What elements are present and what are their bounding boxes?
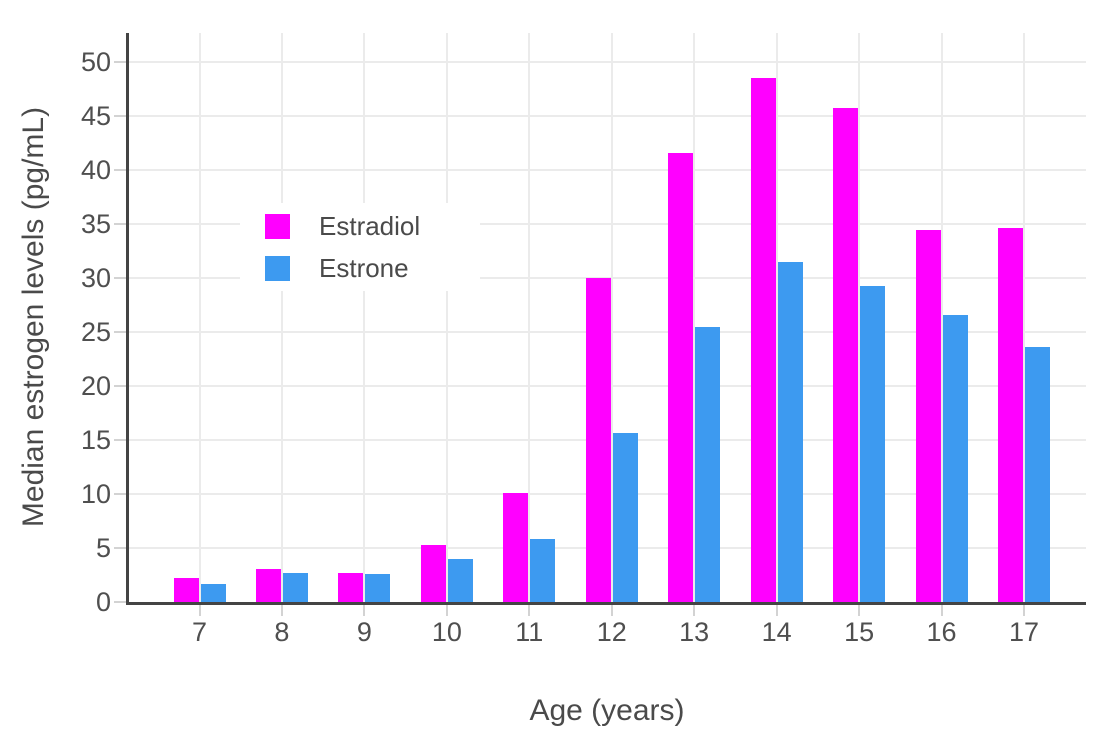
x-tick-mark-17	[1023, 605, 1025, 616]
bar-estrone-age-17	[1025, 347, 1050, 602]
gridline-x-10	[445, 33, 448, 602]
gridline-x-11	[528, 33, 531, 602]
bar-estradiol-age-15	[833, 107, 859, 602]
x-tick-label-15: 15	[844, 617, 875, 647]
bar-estradiol-age-17	[998, 228, 1023, 602]
bar-estrone-age-7	[200, 583, 226, 602]
legend-item-estradiol: Estradiol	[265, 209, 420, 243]
bar-estradiol-age-10	[420, 544, 446, 602]
y-tick-mark-0	[114, 601, 126, 603]
x-tick-mark-11	[528, 605, 531, 616]
plot-area: Estradiol Estrone	[126, 33, 1086, 605]
x-tick-mark-12	[610, 605, 613, 616]
x-tick-mark-16	[940, 605, 943, 616]
legend: Estradiol Estrone	[240, 203, 481, 291]
bar-estradiol-age-16	[915, 229, 941, 602]
bar-estradiol-age-14	[750, 78, 776, 602]
y-tick-label-20: 20	[80, 371, 111, 402]
y-tick-mark-45	[114, 115, 126, 118]
y-tick-mark-10	[114, 493, 126, 496]
y-tick-mark-15	[114, 439, 126, 442]
y-tick-label-40: 40	[80, 155, 111, 186]
bar-estrone-age-11	[530, 539, 556, 602]
x-tick-mark-9	[363, 605, 366, 616]
x-tick-mark-10	[445, 605, 448, 616]
legend-swatch-estradiol	[265, 213, 290, 239]
legend-label-estradiol: Estradiol	[319, 211, 421, 241]
y-tick-label-25: 25	[80, 317, 111, 348]
gridline-x-9	[363, 33, 366, 602]
bar-estrone-age-9	[365, 573, 391, 602]
x-tick-mark-14	[775, 605, 778, 616]
y-tick-label-5: 5	[95, 533, 111, 563]
bar-estrone-age-13	[695, 326, 721, 602]
bars	[129, 33, 1086, 602]
x-tick-label-12: 12	[596, 617, 627, 647]
y-tick-mark-50	[114, 61, 126, 64]
gridline-x-8	[280, 33, 283, 602]
legend-swatch-estrone	[265, 255, 290, 281]
y-tick-mark-35	[114, 223, 126, 226]
y-tick-mark-25	[114, 331, 126, 334]
x-tick-label-9: 9	[356, 617, 372, 647]
bar-estrone-age-8	[282, 572, 308, 602]
gridline-y-45	[129, 115, 1086, 118]
x-tick-label-11: 11	[515, 617, 544, 647]
y-tick-label-10: 10	[80, 479, 111, 510]
bar-estrone-age-10	[447, 558, 473, 602]
gridline-y-50	[129, 61, 1086, 64]
bar-estrone-age-12	[612, 432, 638, 602]
y-tick-label-50: 50	[80, 47, 111, 78]
x-tick-label-7: 7	[191, 617, 208, 647]
gridline-y-40	[129, 169, 1086, 172]
y-tick-mark-30	[114, 277, 126, 280]
y-tick-label-45: 45	[80, 101, 111, 132]
bar-estradiol-age-9	[338, 572, 364, 602]
x-tick-mark-15	[858, 605, 861, 616]
x-tick-label-10: 10	[431, 617, 462, 647]
y-tick-label-30: 30	[80, 263, 111, 294]
gridline-x-16	[940, 33, 943, 602]
x-tick-mark-13	[693, 605, 696, 616]
x-tick-label-17: 17	[1008, 617, 1040, 647]
bar-estradiol-age-11	[503, 492, 529, 602]
bar-estradiol-age-12	[585, 278, 611, 602]
legend-label-estrone: Estrone	[319, 253, 409, 283]
y-tick-label-35: 35	[80, 209, 111, 240]
x-tick-label-16: 16	[926, 617, 957, 647]
bar-estrone-age-16	[942, 314, 968, 602]
legend-item-estrone: Estrone	[265, 251, 420, 285]
y-tick-mark-20	[114, 385, 126, 388]
x-tick-mark-8	[280, 605, 283, 616]
gridline-x-15	[858, 33, 861, 602]
gridline-x-17	[1023, 33, 1025, 602]
gridline-x-13	[693, 33, 696, 602]
x-axis-title: Age (years)	[529, 694, 685, 727]
bar-estradiol-age-8	[255, 568, 281, 602]
x-tick-label-14: 14	[761, 617, 792, 647]
gridline-x-12	[610, 33, 613, 602]
y-tick-label-0: 0	[95, 587, 111, 617]
gridline-y-35	[129, 223, 1086, 226]
x-tick-mark-7	[198, 605, 201, 616]
bar-estradiol-age-13	[668, 152, 694, 602]
gridline-x-14	[775, 33, 778, 602]
y-tick-mark-40	[114, 169, 126, 172]
y-tick-mark-5	[114, 547, 126, 549]
bar-estradiol-age-7	[173, 578, 199, 602]
y-tick-label-15: 15	[80, 425, 111, 456]
x-tick-label-13: 13	[679, 617, 710, 647]
bar-estrone-age-15	[860, 285, 886, 602]
x-tick-label-8: 8	[274, 617, 290, 647]
gridline-x-7	[198, 33, 201, 602]
bar-estrone-age-14	[777, 261, 803, 602]
